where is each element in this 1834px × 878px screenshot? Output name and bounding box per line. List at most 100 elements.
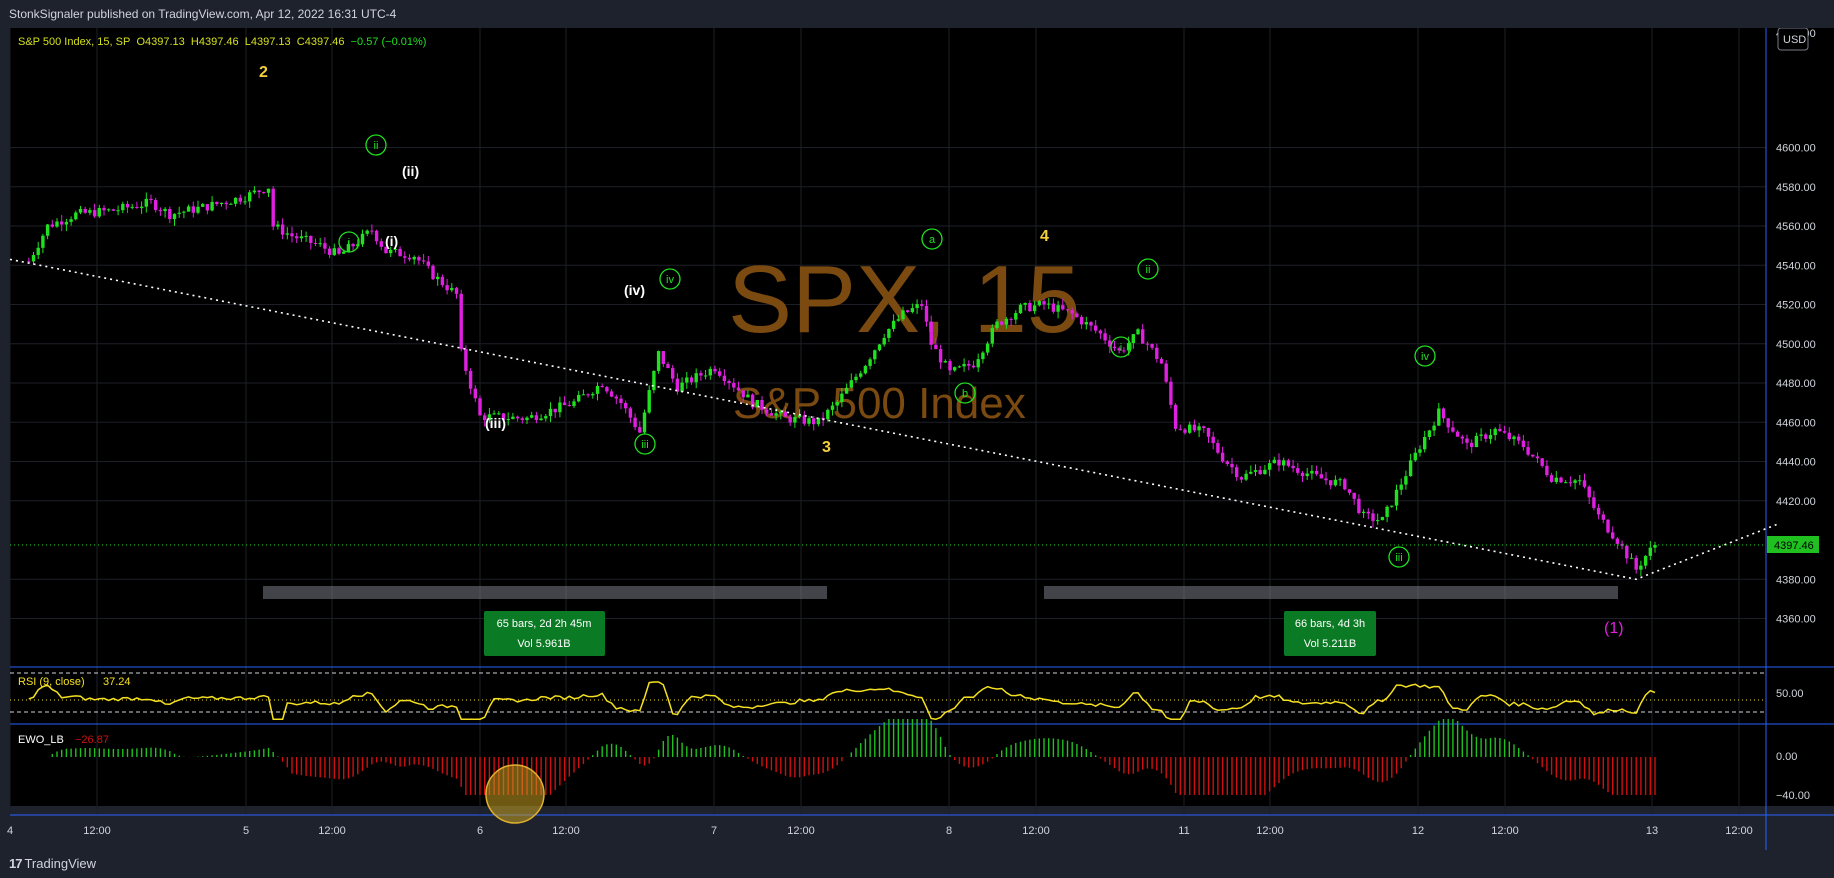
candle-body	[102, 208, 106, 211]
candle-body	[1202, 426, 1206, 428]
candle-body	[351, 244, 355, 247]
time-tick-label: 12:00	[318, 825, 346, 837]
candle-body	[1197, 426, 1201, 431]
highlight-circle[interactable]	[485, 764, 545, 824]
candle-body	[1258, 470, 1262, 474]
wave-circle	[338, 231, 360, 253]
legend-high-label: H	[190, 36, 199, 48]
candle-body	[1173, 404, 1178, 429]
candle-body	[1394, 489, 1399, 506]
range-stat-box-1	[484, 611, 605, 656]
candle-body	[779, 411, 783, 414]
candle-body	[224, 202, 228, 205]
candle-body	[1230, 463, 1234, 468]
candle-body	[1225, 461, 1229, 464]
candle-body	[807, 418, 811, 424]
candle-body	[412, 256, 416, 260]
chart-area[interactable]: SPX, 15 S&P 500 Index 2 3 4 (ii) (i) (iv…	[0, 28, 1834, 850]
candles	[27, 186, 1657, 577]
legend-close: 4397.46	[304, 36, 345, 48]
candle-body	[948, 361, 952, 371]
candle-body	[313, 242, 318, 244]
wave-label-4: 4	[1040, 228, 1049, 245]
candle-body	[262, 192, 266, 194]
candle-body	[826, 409, 830, 420]
candle-body	[750, 394, 755, 408]
candle-body	[191, 206, 195, 213]
candle-body	[1282, 460, 1286, 466]
price-axis-bg[interactable]	[1766, 28, 1834, 806]
candle-body	[403, 256, 407, 258]
candle-body	[906, 310, 910, 313]
candle-body	[1065, 309, 1070, 311]
candle-body	[1531, 454, 1535, 457]
candle-body	[718, 371, 722, 376]
rsi-pane[interactable]: RSI (9, close) 37.24 50.00	[10, 672, 1804, 720]
candle-body	[1263, 469, 1267, 474]
candle-body	[971, 365, 976, 368]
candle-body	[1084, 322, 1088, 325]
candle-body	[1535, 456, 1540, 459]
candle-body	[1526, 447, 1530, 455]
candle-body	[1611, 532, 1615, 539]
candle-body	[976, 359, 980, 368]
range-boxes[interactable]	[263, 586, 1618, 599]
rsi-label: RSI (9, close)	[18, 676, 85, 688]
candle-body	[854, 376, 858, 381]
candle-body	[243, 201, 247, 203]
candle-body	[788, 416, 792, 423]
symbol-legend[interactable]: S&P 500 Index, 15, SP O4397.13 H4397.46 …	[18, 36, 426, 48]
candle-body	[868, 359, 872, 366]
candle-body	[1465, 438, 1469, 443]
candle-body	[41, 235, 45, 248]
candle-body	[953, 367, 957, 371]
candle-body	[586, 394, 590, 396]
candle-body	[1329, 480, 1333, 486]
candle-body	[144, 198, 148, 207]
candle-body	[765, 409, 769, 414]
candle-body	[1615, 538, 1620, 544]
candle-body	[229, 203, 233, 205]
time-tick-label: 12:00	[1491, 825, 1519, 837]
candle-body	[78, 208, 83, 213]
candle-body	[252, 190, 257, 193]
candle-body	[417, 256, 421, 261]
candle-body	[501, 413, 506, 420]
candle-body	[1371, 513, 1375, 521]
candle-body	[1277, 459, 1281, 466]
candle-body	[215, 201, 219, 204]
candle-body	[1159, 358, 1164, 364]
time-tick-label: 12:00	[1256, 825, 1284, 837]
candle-body	[525, 417, 529, 421]
candle-body	[1423, 436, 1427, 450]
candle-body	[276, 224, 280, 227]
wave-label-1-paren: (1)	[1604, 620, 1624, 637]
tradingview-logo[interactable]: 17 TradingView	[9, 856, 97, 871]
time-axis[interactable]: 4 12:00 5 12:00 6 12:00 7 12:00 8 12:00 11 12:00 12 1…	[7, 825, 1753, 837]
candle-body	[1206, 427, 1211, 437]
candle-body	[436, 276, 440, 280]
candle-body	[652, 370, 656, 391]
range-box-1[interactable]	[263, 586, 827, 599]
candle-body	[74, 212, 78, 220]
range-box-2[interactable]	[1044, 586, 1618, 599]
candle-body	[703, 375, 708, 377]
candle-body	[121, 203, 125, 211]
candle-body	[689, 377, 694, 383]
candle-body	[774, 413, 778, 416]
candle-body	[27, 261, 31, 263]
currency-badge[interactable]	[1777, 28, 1809, 51]
candle-body	[1296, 468, 1300, 473]
candle-body	[1479, 434, 1483, 436]
trend-line[interactable]	[9, 258, 1778, 581]
candle-body	[116, 210, 120, 212]
candle-body	[1390, 505, 1394, 507]
time-tick-label: 8	[946, 825, 952, 837]
price-axis[interactable]: 4620.00 USD 4600.004580.004560.004540.00…	[1776, 28, 1816, 626]
candle-body	[1051, 303, 1056, 312]
candle-body	[332, 248, 336, 255]
candle-body	[233, 197, 238, 204]
candle-body	[619, 398, 623, 404]
candle-body	[600, 385, 604, 388]
ewo-pane[interactable]: EWO_LB −26.87 0.00 −40.00	[18, 719, 1810, 824]
